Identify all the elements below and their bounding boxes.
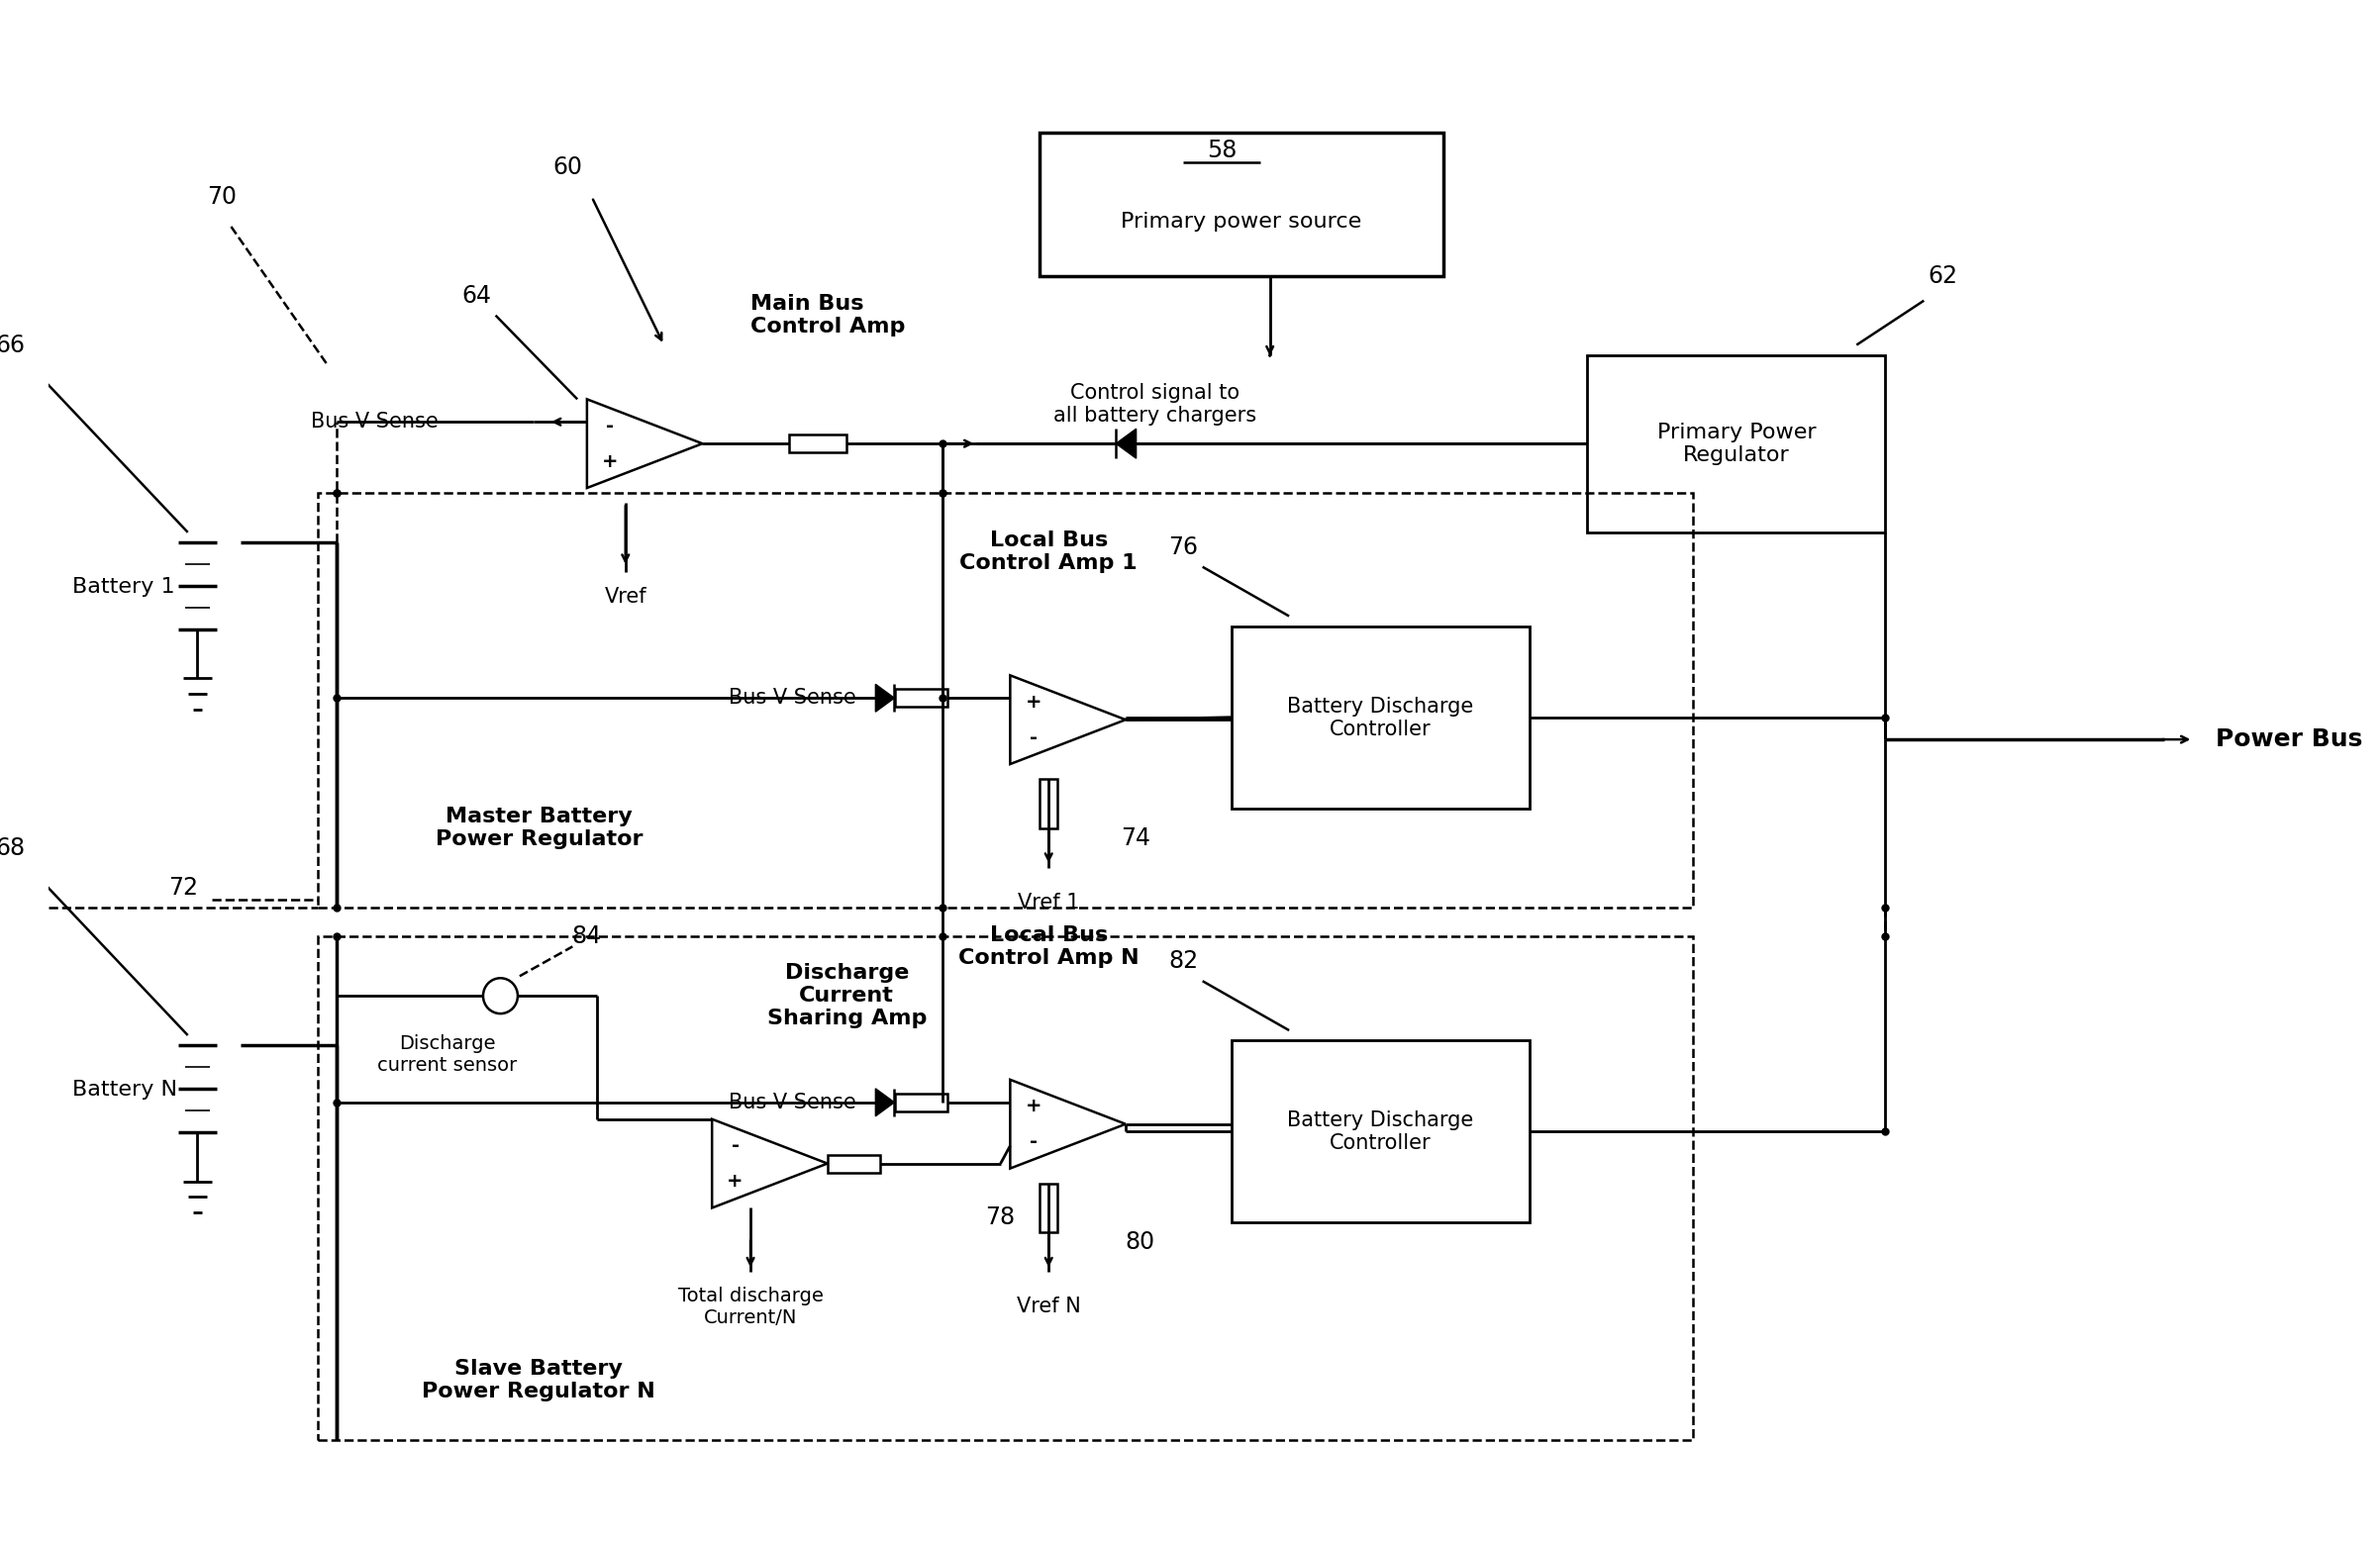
Bar <box>317 493 1692 908</box>
Text: Slave Battery
Power Regulator N: Slave Battery Power Regulator N <box>421 1359 654 1402</box>
Text: 74: 74 <box>1121 826 1150 851</box>
Bar <box>1040 1183 1057 1233</box>
Text: -: - <box>607 416 614 435</box>
Text: 80: 80 <box>1126 1231 1154 1254</box>
Text: Total discharge
Current/N: Total discharge Current/N <box>678 1287 823 1327</box>
Bar <box>317 937 1692 1439</box>
Text: Discharge
Current
Sharing Amp: Discharge Current Sharing Amp <box>766 963 926 1029</box>
Text: Battery Discharge
Controller: Battery Discharge Controller <box>1288 1111 1473 1153</box>
Text: 76: 76 <box>1169 535 1197 559</box>
Text: Power Bus: Power Bus <box>2216 727 2363 752</box>
Bar <box>1040 778 1057 828</box>
Text: -: - <box>1028 727 1038 747</box>
Polygon shape <box>876 684 895 712</box>
Text: +: + <box>602 452 619 470</box>
Text: Main Bus
Control Amp: Main Bus Control Amp <box>750 294 904 337</box>
Text: 84: 84 <box>571 925 602 949</box>
Text: 70: 70 <box>207 185 236 210</box>
Text: 58: 58 <box>1207 139 1238 162</box>
Text: Control signal to
all battery chargers: Control signal to all battery chargers <box>1052 382 1257 425</box>
Bar <box>1230 626 1530 809</box>
Text: -: - <box>731 1136 740 1156</box>
Text: 78: 78 <box>985 1207 1016 1230</box>
Text: Vref N: Vref N <box>1016 1296 1081 1316</box>
Bar <box>895 689 947 707</box>
Text: 66: 66 <box>0 333 24 358</box>
Text: Bus V Sense: Bus V Sense <box>309 411 438 431</box>
Text: Vref: Vref <box>605 587 647 606</box>
Text: -: - <box>1028 1133 1038 1151</box>
Text: Local Bus
Control Amp 1: Local Bus Control Amp 1 <box>959 530 1138 573</box>
Text: Primary power source: Primary power source <box>1121 211 1361 231</box>
Text: 72: 72 <box>169 875 198 900</box>
Text: +: + <box>1026 1097 1042 1116</box>
Bar <box>788 435 847 453</box>
Text: Battery 1: Battery 1 <box>71 576 176 596</box>
Text: 64: 64 <box>462 284 490 308</box>
Text: Battery N: Battery N <box>71 1080 178 1099</box>
Bar <box>1587 354 1885 532</box>
Text: 60: 60 <box>552 156 583 179</box>
Bar <box>895 1094 947 1111</box>
Text: Bus V Sense: Bus V Sense <box>728 1093 857 1113</box>
Text: +: + <box>726 1171 743 1191</box>
Bar <box>1040 133 1442 276</box>
Text: 68: 68 <box>0 837 24 860</box>
Text: Primary Power
Regulator: Primary Power Regulator <box>1656 422 1816 465</box>
Text: +: + <box>1026 692 1042 712</box>
Text: Local Bus
Control Amp N: Local Bus Control Amp N <box>959 925 1140 968</box>
Polygon shape <box>1116 428 1135 458</box>
Text: 62: 62 <box>1928 264 1959 288</box>
Bar <box>828 1154 881 1173</box>
Text: Bus V Sense: Bus V Sense <box>728 689 857 707</box>
Text: Master Battery
Power Regulator: Master Battery Power Regulator <box>436 807 643 849</box>
Bar <box>1230 1040 1530 1222</box>
Text: Vref 1: Vref 1 <box>1019 892 1081 912</box>
Text: Discharge
current sensor: Discharge current sensor <box>378 1034 516 1076</box>
Text: 82: 82 <box>1169 949 1197 974</box>
Text: Battery Discharge
Controller: Battery Discharge Controller <box>1288 697 1473 740</box>
Polygon shape <box>876 1088 895 1116</box>
